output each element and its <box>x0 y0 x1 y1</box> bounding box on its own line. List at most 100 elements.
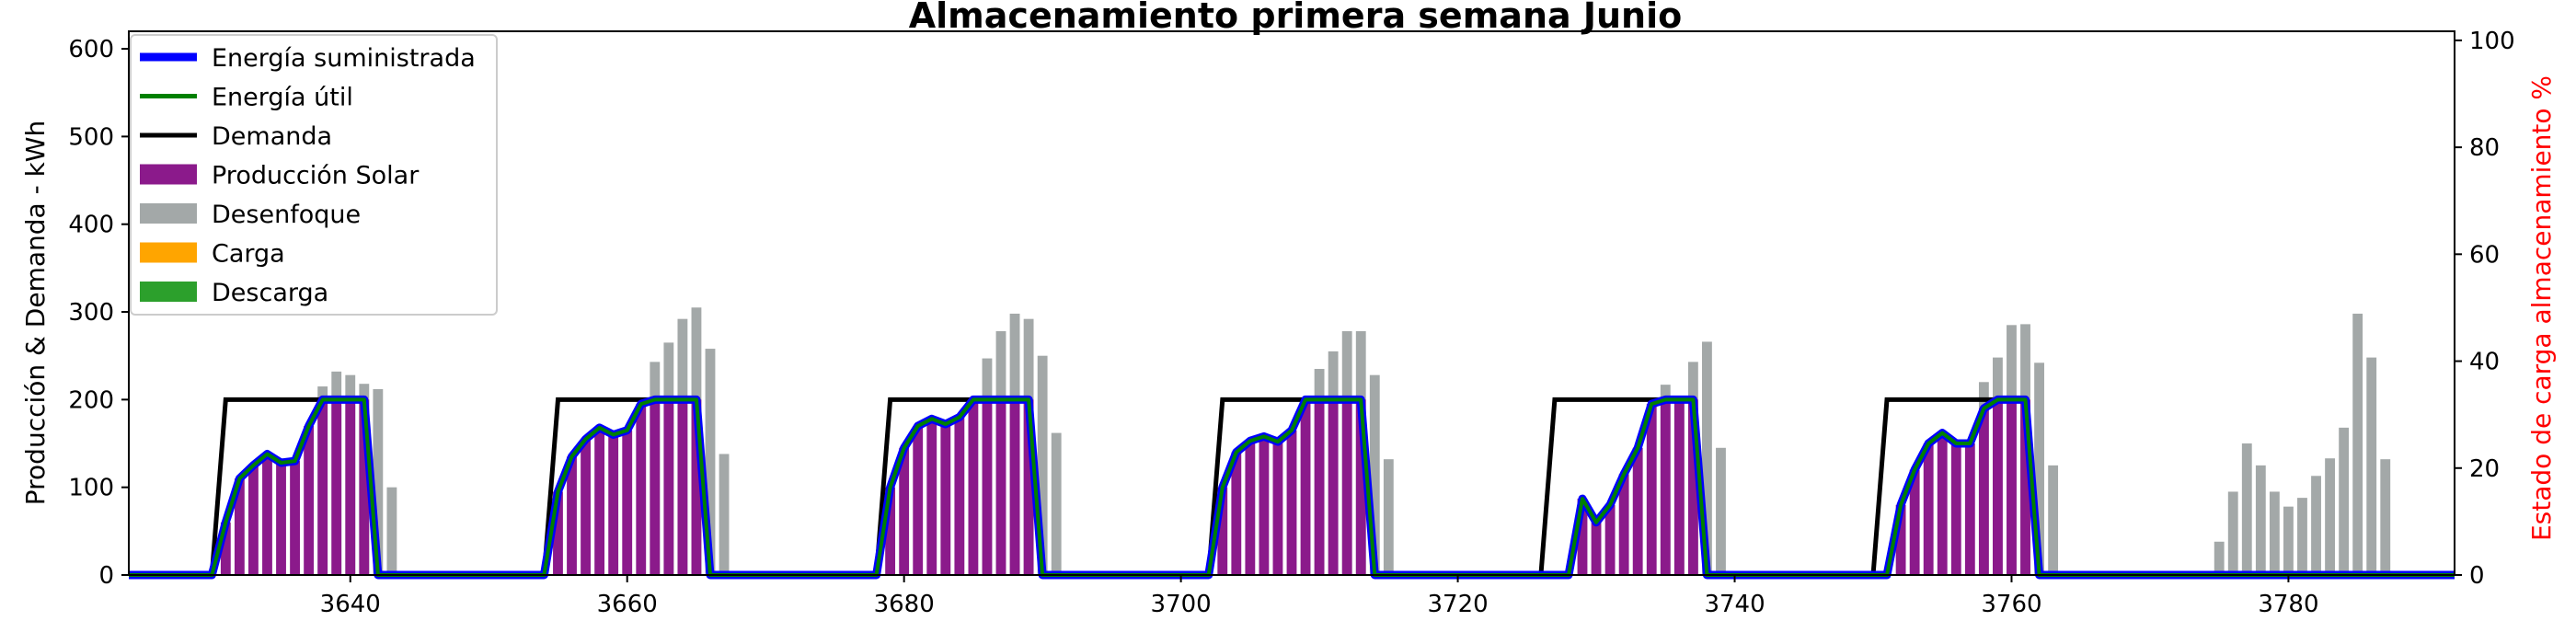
x-tick-label-7: 3780 <box>2258 591 2318 618</box>
solar-bar-40 <box>1314 399 1325 575</box>
legend-label-4: Desenfoque <box>212 201 361 229</box>
solar-bar-53 <box>1895 504 1906 575</box>
y-right-tick-label-5: 100 <box>2469 28 2515 55</box>
solar-bar-2 <box>248 465 259 575</box>
solar-bar-39 <box>1300 399 1311 575</box>
y-tick-label-1: 100 <box>68 475 114 502</box>
desenfoque-bar-4 <box>373 388 384 575</box>
solar-bar-50 <box>1660 399 1671 575</box>
solar-bar-17 <box>636 404 647 575</box>
solar-bar-45 <box>1591 522 1602 575</box>
solar-bar-25 <box>926 419 937 575</box>
legend-label-5: Carga <box>212 240 285 269</box>
solar-bar-61 <box>2007 399 2017 575</box>
legend-label-2: Demanda <box>212 122 332 151</box>
legend-label-6: Descarga <box>212 279 328 307</box>
legend-label-3: Producción Solar <box>212 162 420 190</box>
desenfoque-bar-38 <box>2255 465 2266 575</box>
desenfoque-bar-16 <box>1037 355 1048 575</box>
y-tick-label-6: 600 <box>68 36 114 63</box>
solar-bar-35 <box>1245 441 1256 575</box>
legend-swatch-3 <box>140 164 197 185</box>
solar-bar-26 <box>940 424 951 575</box>
solar-bar-11 <box>553 491 563 575</box>
solar-bar-9 <box>345 399 356 575</box>
solar-bar-44 <box>1577 499 1588 575</box>
solar-bar-3 <box>262 454 272 575</box>
x-tick-label-6: 3760 <box>1981 591 2041 618</box>
desenfoque-bar-27 <box>1702 341 1712 575</box>
y-tick-label-3: 300 <box>68 299 114 327</box>
solar-production-bars <box>220 399 2030 575</box>
desenfoque-bar-23 <box>1383 459 1394 575</box>
solar-bar-32 <box>1023 399 1034 575</box>
legend-label-1: Energía útil <box>212 84 353 112</box>
y-tick-label-5: 500 <box>68 123 114 151</box>
solar-bar-23 <box>899 447 910 575</box>
solar-bar-51 <box>1673 399 1685 575</box>
solar-bar-10 <box>359 399 370 575</box>
solar-bar-56 <box>1937 432 1948 575</box>
desenfoque-bar-33 <box>2034 362 2044 575</box>
solar-bar-31 <box>1009 399 1020 575</box>
ticks: 3640 3660 3680 3700 3720 3740 3760 378001002003… <box>68 28 2514 618</box>
plot-frame <box>128 30 2455 576</box>
solar-bar-13 <box>581 439 591 575</box>
solar-bar-6 <box>304 425 315 575</box>
solar-bar-57 <box>1950 443 1961 575</box>
desenfoque-bar-10 <box>705 349 716 575</box>
desenfoque-bar-47 <box>2380 459 2391 575</box>
desenfoque-bar-17 <box>1051 432 1062 575</box>
solar-bar-34 <box>1231 452 1242 575</box>
solar-bar-33 <box>1217 487 1228 575</box>
desenfoque-bar-42 <box>2311 476 2321 575</box>
solar-bar-43 <box>1355 399 1366 575</box>
solar-bar-38 <box>1286 430 1297 575</box>
legend: Energía suministrada Energía útil Demanda P… <box>130 34 498 316</box>
solar-bar-46 <box>1604 504 1616 575</box>
solar-bar-52 <box>1687 399 1698 575</box>
desenfoque-bar-45 <box>2352 313 2363 575</box>
x-tick-label-2: 3680 <box>874 591 935 618</box>
solar-bar-19 <box>663 399 674 575</box>
y-right-tick-label-0: 0 <box>2469 562 2485 590</box>
solar-bar-54 <box>1909 469 1920 575</box>
desenfoque-bar-46 <box>2366 357 2377 575</box>
x-tick-label-1: 3660 <box>597 591 658 618</box>
legend-frame <box>130 34 498 316</box>
desenfoque-bar-5 <box>386 487 397 575</box>
legend-swatch-5 <box>140 242 197 263</box>
solar-bar-28 <box>968 399 979 575</box>
solar-bar-4 <box>276 462 286 575</box>
legend-label-0: Energía suministrada <box>212 44 476 73</box>
y-right-tick-label-4: 80 <box>2469 134 2500 162</box>
desenfoque-bar-40 <box>2283 506 2294 575</box>
solar-bar-12 <box>567 456 577 575</box>
solar-bar-47 <box>1618 474 1629 575</box>
y-axis-label-right: Estado de carga almacenamiento % <box>2526 75 2557 541</box>
solar-bar-60 <box>1993 399 2003 575</box>
solar-bar-8 <box>331 399 342 575</box>
y-right-tick-label-1: 20 <box>2469 455 2500 483</box>
desenfoque-bar-36 <box>2227 491 2238 575</box>
solar-bar-42 <box>1341 399 1352 575</box>
solar-bar-55 <box>1923 443 1934 575</box>
y-tick-label-2: 200 <box>68 386 114 414</box>
x-tick-label-5: 3740 <box>1704 591 1765 618</box>
solar-bar-58 <box>1964 443 1975 575</box>
solar-bar-7 <box>317 399 328 575</box>
solar-bar-27 <box>954 417 965 575</box>
x-tick-label-4: 3720 <box>1427 591 1488 618</box>
desenfoque-bar-11 <box>719 454 730 575</box>
desenfoque-bar-28 <box>1716 447 1726 575</box>
solar-bar-22 <box>885 487 896 575</box>
desenfoque-bar-41 <box>2297 498 2307 575</box>
solar-bar-62 <box>2020 399 2030 575</box>
solar-bar-21 <box>691 399 702 575</box>
y-tick-label-4: 400 <box>68 212 114 239</box>
legend-swatch-4 <box>140 203 197 224</box>
solar-bar-30 <box>995 399 1006 575</box>
solar-bar-1 <box>234 478 245 575</box>
x-tick-label-3: 3700 <box>1151 591 1212 618</box>
